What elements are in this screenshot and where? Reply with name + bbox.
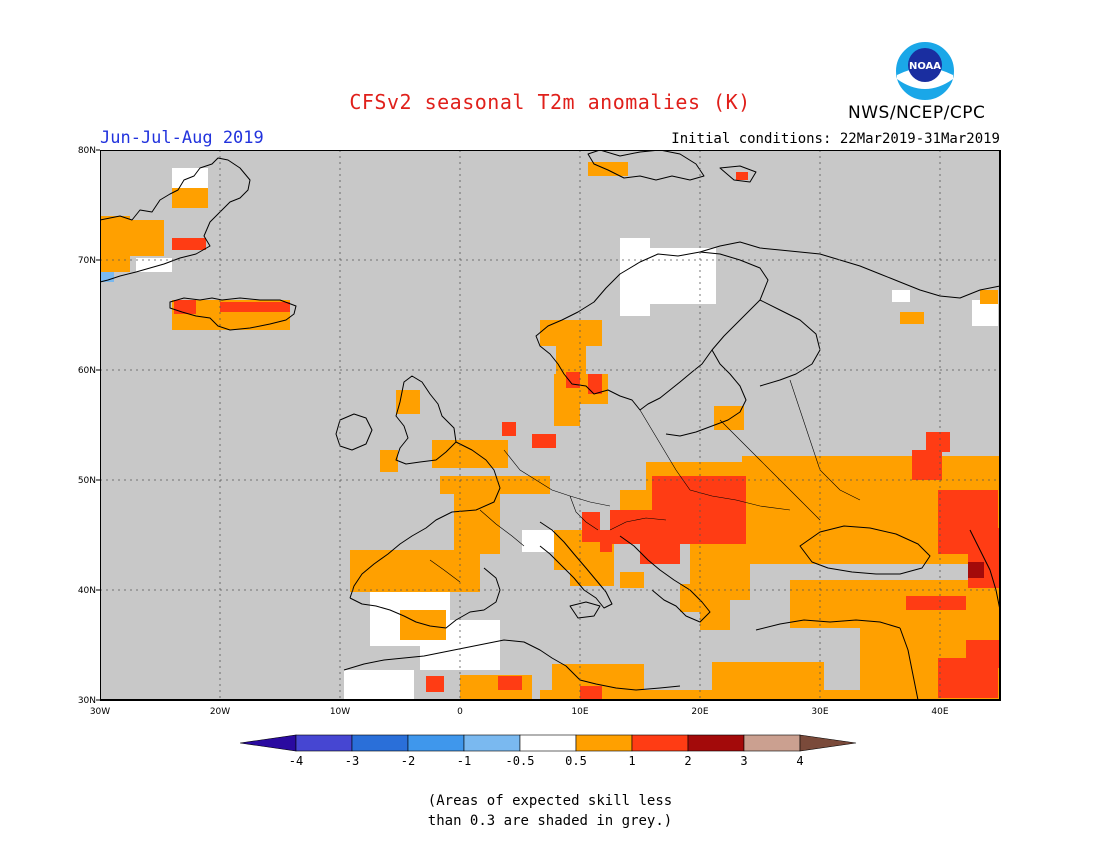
- legend-label: 2: [684, 754, 691, 768]
- legend-swatch: [295, 734, 353, 752]
- anomaly-map: [100, 150, 1001, 701]
- lat-tick-label: 50N: [78, 476, 96, 486]
- skill-note-line2: than 0.3 are shaded in grey.): [427, 813, 673, 829]
- legend-label: -0.5: [506, 754, 535, 768]
- legend-swatch: [463, 734, 521, 752]
- color-legend: -4 -3 -2 -1 -0.5 0.5 1 2 3 4: [239, 733, 865, 777]
- borders: [429, 379, 861, 583]
- legend-label: -3: [345, 754, 359, 768]
- legend-label: -4: [289, 754, 303, 768]
- lon-tick-label: 10W: [330, 707, 350, 717]
- legend-label: 3: [740, 754, 747, 768]
- noaa-logo: NOAA: [893, 39, 957, 107]
- legend-swatch: [743, 734, 801, 752]
- legend-label: -1: [457, 754, 471, 768]
- lon-tick-label: 10E: [571, 707, 588, 717]
- lon-tick-label: 20W: [210, 707, 230, 717]
- legend-swatch: [351, 734, 409, 752]
- season-label: Jun-Jul-Aug 2019: [100, 128, 264, 148]
- lon-axis: 30W 20W 10W 0 10E 20E 30E 40E: [90, 707, 949, 717]
- legend-label: 0.5: [565, 754, 587, 768]
- lat-axis: 30N 40N 50N 60N 70N 80N: [78, 146, 100, 706]
- skill-note-line1: (Areas of expected skill less: [427, 793, 673, 809]
- lon-tick-label: 40E: [931, 707, 948, 717]
- map-frame: [100, 150, 1001, 701]
- map-title: CFSv2 seasonal T2m anomalies (K): [349, 90, 751, 114]
- coastlines: [100, 150, 1001, 701]
- legend-swatch: [407, 734, 465, 752]
- lat-tick-label: 80N: [78, 146, 96, 156]
- legend-arrow-high: [799, 734, 857, 752]
- initial-conditions-label: Initial conditions: 22Mar2019-31Mar2019: [671, 131, 1000, 147]
- lat-tick-label: 70N: [78, 256, 96, 266]
- legend-swatch: [575, 734, 633, 752]
- lon-tick-label: 0: [457, 707, 463, 717]
- lat-tick-label: 30N: [78, 696, 96, 706]
- lat-tick-label: 40N: [78, 586, 96, 596]
- lon-tick-label: 20E: [691, 707, 708, 717]
- legend-swatch: [631, 734, 689, 752]
- legend-swatch: [687, 734, 745, 752]
- legend-label: -2: [401, 754, 415, 768]
- legend-swatch: [519, 734, 577, 752]
- skill-note: (Areas of expected skill less than 0.3 a…: [0, 791, 1100, 831]
- gridlines: [100, 150, 1000, 700]
- legend-label: 4: [796, 754, 803, 768]
- lon-tick-label: 30E: [811, 707, 828, 717]
- logo-text: NOAA: [909, 61, 941, 72]
- lon-tick-label: 30W: [90, 707, 110, 717]
- legend-label: 1: [628, 754, 635, 768]
- agency-label: NWS/NCEP/CPC: [848, 103, 986, 123]
- lat-tick-label: 60N: [78, 366, 96, 376]
- legend-arrow-low: [239, 734, 297, 752]
